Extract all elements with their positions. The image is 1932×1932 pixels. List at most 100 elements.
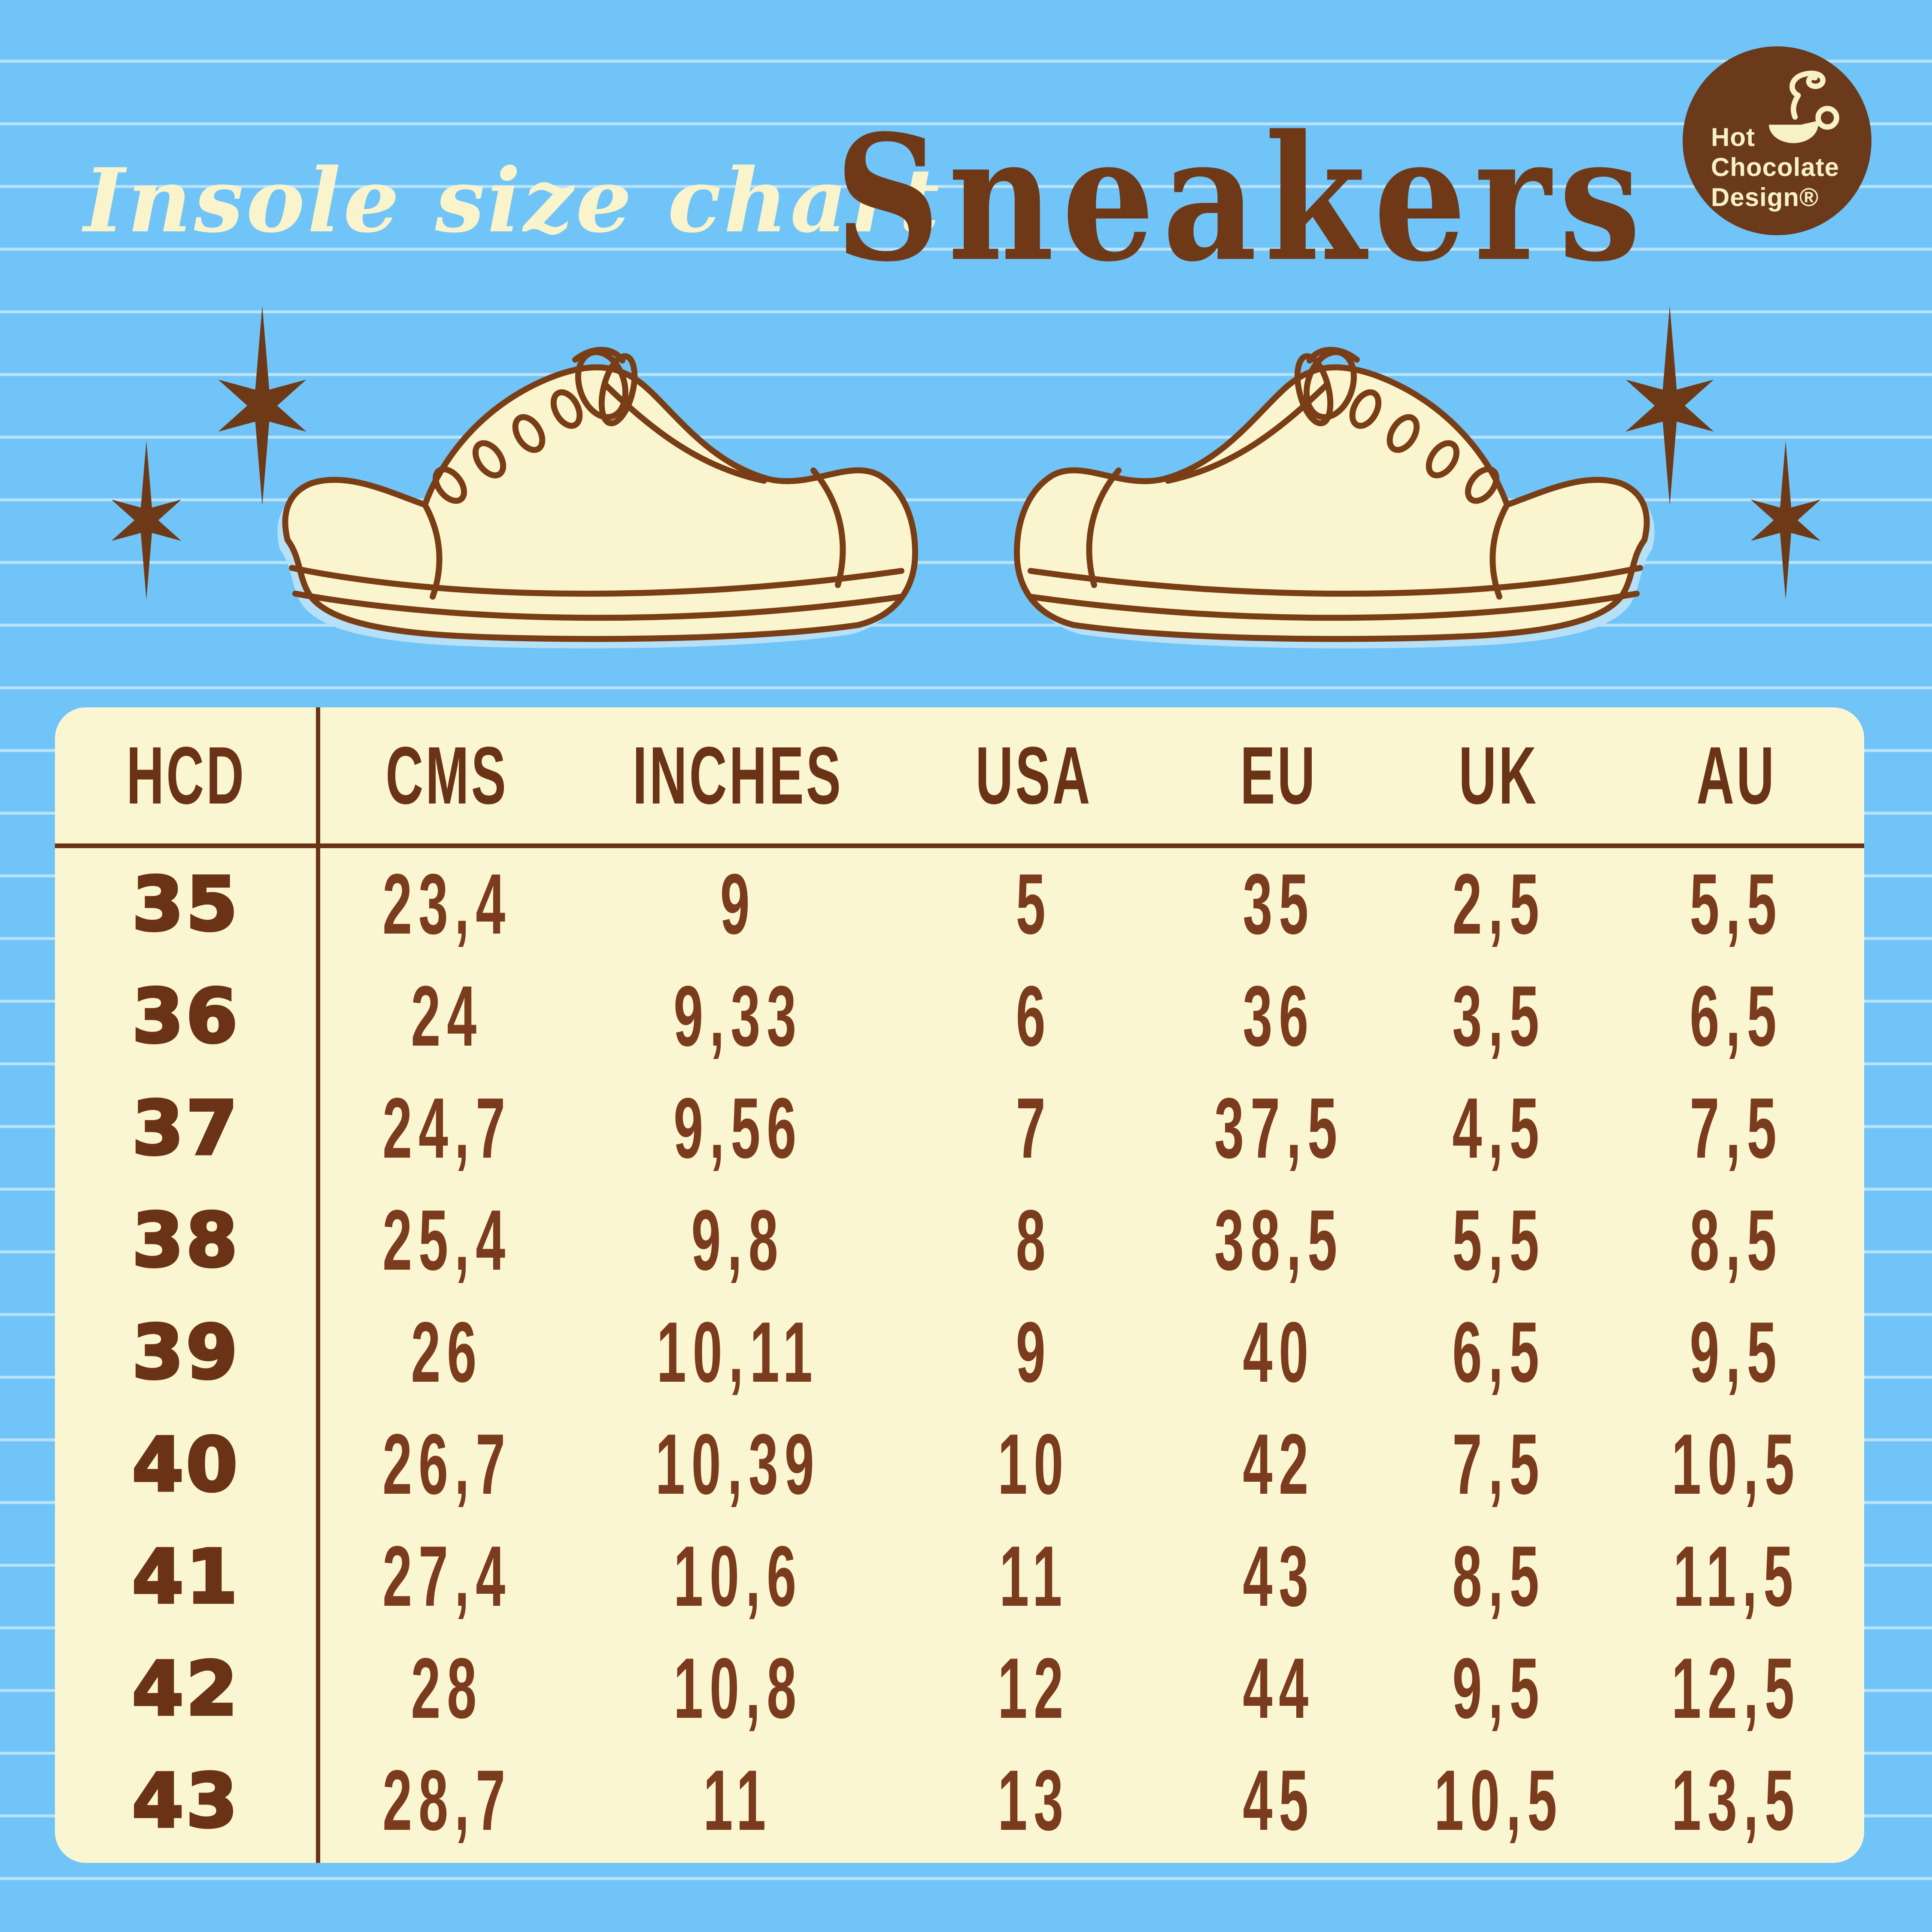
cell-value: 37,5 bbox=[1214, 1080, 1344, 1176]
table-cell: 6,5 bbox=[1608, 960, 1864, 1072]
table-cell: 5,5 bbox=[1608, 848, 1864, 960]
size-table: HCD CMS INCHES USA EU UK AU 35 23,4 9 5 35 2,… bbox=[55, 707, 1864, 1863]
cell-value: 28,7 bbox=[382, 1753, 512, 1849]
table-cell: 13 bbox=[899, 1745, 1168, 1857]
table-cell: 9,5 bbox=[1389, 1633, 1608, 1745]
sneaker-right-illustration bbox=[1014, 347, 1655, 649]
table-cell: 23,4 bbox=[317, 848, 577, 960]
column-header-label: EU bbox=[1240, 730, 1317, 821]
cell-value: 38,5 bbox=[1214, 1192, 1344, 1288]
cell-value: 7 bbox=[1016, 1080, 1052, 1176]
cell-value: 23,4 bbox=[382, 856, 512, 952]
row-size-label-cell: 38 bbox=[55, 1184, 317, 1296]
cell-value: 10,5 bbox=[1434, 1753, 1563, 1849]
cell-value: 8,5 bbox=[1452, 1529, 1546, 1625]
table-row: 41 27,4 10,6 11 43 8,5 11,5 bbox=[55, 1521, 1864, 1633]
cell-value: 8 bbox=[1016, 1192, 1052, 1288]
column-header-label: UK bbox=[1459, 730, 1539, 821]
cell-value: 11 bbox=[999, 1529, 1068, 1625]
cell-value: 24,7 bbox=[382, 1080, 512, 1176]
cell-value: 24 bbox=[411, 968, 483, 1064]
cell-value: 5,5 bbox=[1452, 1192, 1546, 1288]
table-row: 42 28 10,8 12 44 9,5 12,5 bbox=[55, 1633, 1864, 1745]
table-cell: 28 bbox=[317, 1633, 577, 1745]
table-cell: 37,5 bbox=[1168, 1072, 1389, 1184]
table-cell: 28,7 bbox=[317, 1745, 577, 1857]
column-header-cms: CMS bbox=[317, 707, 577, 843]
brand-logo: Hot Chocolate Design® bbox=[1683, 46, 1871, 235]
cell-value: 41 bbox=[130, 1532, 240, 1621]
cell-value: 43 bbox=[1243, 1529, 1315, 1625]
table-row: 38 25,4 9,8 8 38,5 5,5 8,5 bbox=[55, 1184, 1864, 1296]
column-header-au: AU bbox=[1608, 707, 1864, 843]
table-cell: 8,5 bbox=[1608, 1184, 1864, 1296]
column-header-hcd: HCD bbox=[55, 707, 317, 843]
table-cell: 40 bbox=[1168, 1296, 1389, 1408]
table-cell: 5 bbox=[899, 848, 1168, 960]
row-size-label-cell: 42 bbox=[55, 1633, 317, 1745]
cell-value: 8,5 bbox=[1689, 1192, 1783, 1288]
table-cell: 7,5 bbox=[1389, 1409, 1608, 1521]
logo-line-1: Hot bbox=[1711, 123, 1755, 152]
table-cell: 9,5 bbox=[1608, 1296, 1864, 1408]
cell-value: 10 bbox=[998, 1416, 1070, 1513]
table-row: 36 24 9,33 6 36 3,5 6,5 bbox=[55, 960, 1864, 1072]
cell-value: 35 bbox=[130, 860, 240, 949]
column-header-label: CMS bbox=[385, 730, 509, 821]
column-header-label: HCD bbox=[126, 730, 246, 821]
cell-value: 26,7 bbox=[382, 1416, 512, 1513]
table-cell: 43 bbox=[1168, 1521, 1389, 1633]
table-cell: 11 bbox=[899, 1521, 1168, 1633]
row-size-label-cell: 39 bbox=[55, 1296, 317, 1408]
table-cell: 44 bbox=[1168, 1633, 1389, 1745]
table-header-row: HCD CMS INCHES USA EU UK AU bbox=[55, 707, 1864, 843]
cell-value: 27,4 bbox=[382, 1529, 512, 1625]
cell-value: 40 bbox=[1243, 1304, 1315, 1400]
cell-value: 13 bbox=[998, 1753, 1070, 1849]
table-cell: 8 bbox=[899, 1184, 1168, 1296]
cell-value: 25,4 bbox=[382, 1192, 512, 1288]
table-cell: 2,5 bbox=[1389, 848, 1608, 960]
cell-value: 10,39 bbox=[655, 1416, 821, 1513]
cell-value: 44 bbox=[1243, 1641, 1315, 1737]
cell-value: 11 bbox=[703, 1753, 773, 1849]
header-divider-line bbox=[55, 843, 1864, 848]
table-row: 40 26,7 10,39 10 42 7,5 10,5 bbox=[55, 1409, 1864, 1521]
cell-value: 42 bbox=[130, 1644, 240, 1733]
cell-value: 36 bbox=[1243, 968, 1315, 1064]
table-row: 35 23,4 9 5 35 2,5 5,5 bbox=[55, 848, 1864, 960]
column-header-label: AU bbox=[1696, 730, 1776, 821]
table-row: 43 28,7 11 13 45 10,5 13,5 bbox=[55, 1745, 1864, 1857]
logo-line-3: Design® bbox=[1711, 183, 1819, 212]
cell-value: 39 bbox=[130, 1308, 240, 1397]
table-cell: 9 bbox=[577, 848, 899, 960]
table-cell: 10,8 bbox=[577, 1633, 899, 1745]
cell-value: 5 bbox=[1016, 856, 1052, 952]
table-cell: 7 bbox=[899, 1072, 1168, 1184]
cell-value: 12 bbox=[998, 1641, 1070, 1737]
cell-value: 35 bbox=[1243, 856, 1315, 952]
cell-value: 6,5 bbox=[1689, 968, 1783, 1064]
table-cell: 24 bbox=[317, 960, 577, 1072]
table-cell: 25,4 bbox=[317, 1184, 577, 1296]
cell-value: 7,5 bbox=[1689, 1080, 1783, 1176]
cell-value: 9,33 bbox=[673, 968, 803, 1064]
column-header-inches: INCHES bbox=[577, 707, 899, 843]
row-size-label-cell: 41 bbox=[55, 1521, 317, 1633]
six-point-star-icon bbox=[218, 306, 306, 506]
table-cell: 12,5 bbox=[1608, 1633, 1864, 1745]
logo-line-2: Chocolate bbox=[1711, 153, 1840, 182]
row-size-label-cell: 43 bbox=[55, 1745, 317, 1857]
six-point-star-icon bbox=[1750, 441, 1821, 600]
table-cell: 3,5 bbox=[1389, 960, 1608, 1072]
table-cell: 7,5 bbox=[1608, 1072, 1864, 1184]
cell-value: 3,5 bbox=[1452, 968, 1546, 1064]
table-cell: 35 bbox=[1168, 848, 1389, 960]
table-row: 39 26 10,11 9 40 6,5 9,5 bbox=[55, 1296, 1864, 1408]
table-cell: 10,5 bbox=[1608, 1409, 1864, 1521]
table-cell: 11,5 bbox=[1608, 1521, 1864, 1633]
cell-value: 10,11 bbox=[657, 1304, 819, 1400]
row-size-label-cell: 36 bbox=[55, 960, 317, 1072]
cell-value: 26 bbox=[411, 1304, 483, 1400]
